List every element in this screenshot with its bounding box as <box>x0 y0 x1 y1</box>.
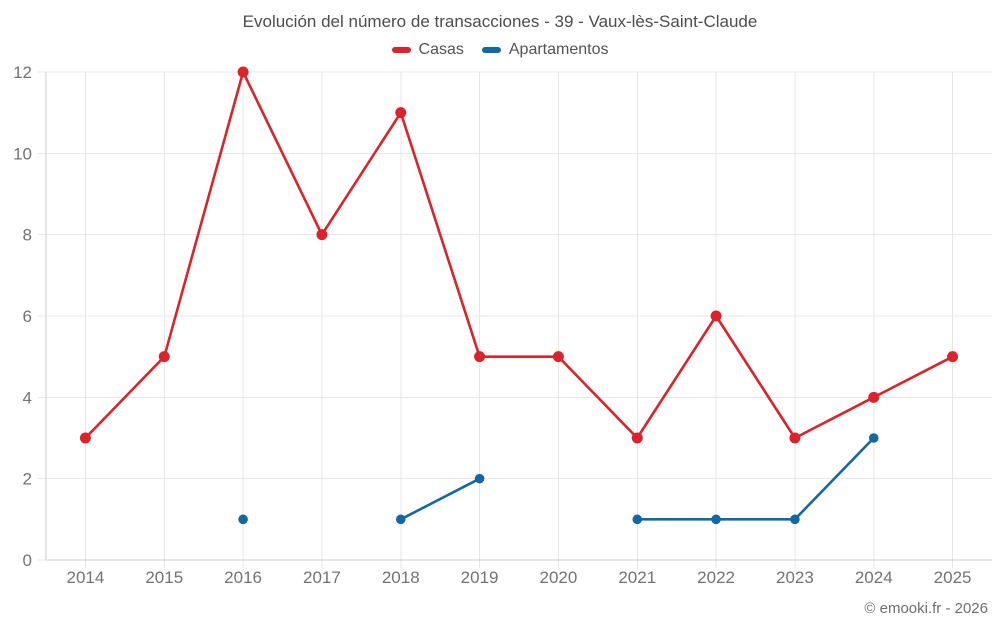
legend-swatch-casas <box>391 47 411 53</box>
y-tick-label: 8 <box>23 226 32 245</box>
data-point-casas <box>79 432 91 444</box>
data-point-apartamentos <box>632 514 643 525</box>
data-point-apartamentos <box>790 514 800 525</box>
x-tick-label: 2025 <box>934 568 972 587</box>
x-tick-label: 2016 <box>224 568 262 587</box>
y-tick-label: 0 <box>23 551 32 570</box>
data-point-casas <box>947 351 959 363</box>
legend-label-casas: Casas <box>418 41 464 58</box>
x-tick-label: 2014 <box>67 568 105 587</box>
chart-title: Evolución del número de transacciones - … <box>242 12 758 31</box>
x-tick-label: 2017 <box>303 568 341 587</box>
legend-item-apartamentos[interactable]: Apartamentos <box>481 41 609 59</box>
data-point-casas <box>868 391 880 403</box>
data-point-casas <box>710 310 722 322</box>
x-tick-label: 2021 <box>618 568 656 587</box>
data-point-apartamentos <box>395 514 406 525</box>
x-tick-label: 2024 <box>855 568 893 587</box>
series-line-apartamentos <box>399 436 875 521</box>
x-tick-label: 2022 <box>697 568 735 587</box>
data-point-casas <box>789 432 801 444</box>
data-point-casas <box>552 351 564 363</box>
legend-label-apartamentos: Apartamentos <box>508 41 609 58</box>
y-tick-label: 4 <box>23 388 32 407</box>
data-point-casas <box>474 351 486 363</box>
x-tick-label: 2018 <box>382 568 420 587</box>
x-tick-label: 2019 <box>461 568 499 587</box>
chart-legend: Casas Apartamentos <box>0 41 1000 59</box>
data-point-apartamentos <box>238 514 248 525</box>
copyright: © emooki.fr - 2026 <box>864 600 988 617</box>
data-point-casas <box>158 351 170 363</box>
legend-swatch-apartamentos <box>481 47 501 53</box>
data-point-apartamentos <box>474 473 485 484</box>
data-point-casas <box>631 432 643 444</box>
y-tick-label: 6 <box>23 307 32 326</box>
series-line-casas <box>84 70 954 440</box>
x-tick-label: 2020 <box>540 568 578 587</box>
data-point-casas <box>316 229 328 241</box>
data-point-apartamentos <box>711 514 721 525</box>
data-point-apartamentos <box>868 433 879 443</box>
legend-item-casas[interactable]: Casas <box>391 41 464 59</box>
data-point-casas <box>395 107 407 119</box>
data-point-casas <box>237 66 249 78</box>
y-tick-label: 10 <box>13 144 32 163</box>
x-tick-label: 2015 <box>145 568 183 587</box>
y-tick-label: 12 <box>13 63 32 82</box>
x-tick-label: 2023 <box>776 568 814 587</box>
y-tick-label: 2 <box>23 470 32 489</box>
